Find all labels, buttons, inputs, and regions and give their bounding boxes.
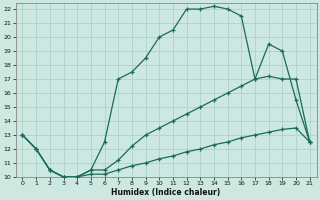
X-axis label: Humidex (Indice chaleur): Humidex (Indice chaleur) xyxy=(111,188,221,197)
